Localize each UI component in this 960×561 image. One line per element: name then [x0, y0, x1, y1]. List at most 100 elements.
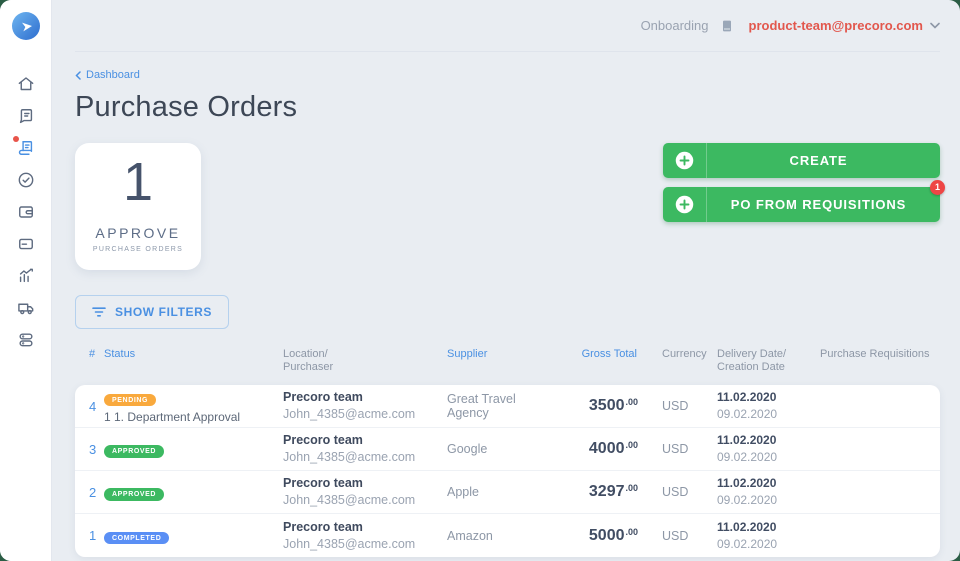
supplier-name: Apple	[447, 485, 479, 499]
page-content: Dashboard Purchase Orders 1 APPROVE PURC…	[52, 52, 960, 557]
currency: USD	[662, 528, 689, 543]
delivery-date: 11.02.2020	[717, 476, 777, 491]
action-buttons: CREATE PO FROM REQUISITIONS 1	[663, 142, 945, 222]
po-number[interactable]: 2	[89, 484, 97, 500]
col-header-purchase-requisitions: Purchase Requisitions	[820, 347, 930, 360]
dates-cell: 11.02.2020 09.02.2020	[715, 389, 818, 423]
requisitions-count-badge: 1	[930, 179, 945, 195]
gross-total: 5000.00	[588, 526, 638, 544]
onboarding-label: Onboarding	[640, 18, 709, 33]
purchaser-email: John_4385@acme.com	[283, 407, 416, 421]
sidebar-item-requisitions[interactable]	[15, 106, 37, 126]
approve-stat-card[interactable]: 1 APPROVE PURCHASE ORDERS	[75, 142, 201, 270]
credit-card-icon	[18, 238, 33, 250]
approval-step: 1 1. Department Approval	[104, 409, 241, 424]
status-cell: PENDING 1 1. Department Approval	[104, 389, 283, 424]
plus-circle-icon	[663, 142, 707, 178]
sidebar-item-home[interactable]	[15, 74, 37, 94]
stat-action-label: APPROVE	[95, 224, 181, 241]
purchase-orders-table: 4 PENDING 1 1. Department Approval Preco…	[75, 385, 940, 557]
creation-date: 09.02.2020	[717, 450, 778, 464]
status-badge: APPROVED	[104, 445, 165, 458]
status-cell: APPROVED	[104, 483, 283, 501]
po-number[interactable]: 3	[89, 441, 97, 457]
sidebar-item-suppliers[interactable]	[15, 298, 37, 318]
po-number[interactable]: 4	[89, 398, 97, 414]
gross-total: 3297.00	[588, 483, 638, 500]
purchaser-email: John_4385@acme.com	[283, 450, 416, 464]
chevron-down-icon	[930, 22, 940, 29]
location-cell: Precoro team John_4385@acme.com	[283, 432, 447, 466]
inventory-stack-icon	[18, 333, 33, 347]
stat-value: 1	[122, 151, 154, 212]
creation-date: 09.02.2020	[717, 407, 778, 421]
check-circle-icon	[18, 172, 33, 188]
gross-total: 4000.00	[588, 440, 638, 457]
onboarding-link[interactable]: Onboarding	[641, 18, 735, 34]
po-number[interactable]: 1	[89, 528, 97, 543]
status-badge: COMPLETED	[104, 531, 170, 545]
creation-date: 09.02.2020	[717, 493, 778, 507]
po-from-requisitions-button[interactable]: PO FROM REQUISITIONS 1	[663, 179, 945, 222]
status-badge: PENDING	[104, 393, 157, 407]
truck-icon	[17, 303, 33, 315]
wallet-icon	[18, 206, 33, 218]
page-title: Purchase Orders	[75, 90, 298, 123]
table-header: # Status Location/ Purchaser Supplier Gr…	[75, 342, 940, 386]
sidebar-nav	[12, 74, 37, 350]
plus-circle-icon	[663, 186, 707, 222]
sidebar	[0, 0, 52, 561]
sidebar-item-purchase-orders[interactable]	[12, 136, 37, 158]
location-name: Precoro team	[283, 390, 363, 405]
col-header-status[interactable]: Status	[104, 347, 136, 360]
sidebar-item-catalog[interactable]	[15, 330, 37, 350]
table-row[interactable]: 1 COMPLETED Precoro team John_4385@acme.…	[75, 514, 940, 557]
dates-cell: 11.02.2020 09.02.2020	[715, 475, 818, 509]
show-filters-button[interactable]: SHOW FILTERS	[75, 294, 229, 329]
sidebar-item-reports[interactable]	[15, 266, 37, 286]
po-from-requisitions-label: PO FROM REQUISITIONS	[730, 196, 907, 212]
paper-plane-icon	[21, 22, 32, 32]
supplier-name: Great Travel Agency	[447, 392, 516, 420]
main-area: Onboarding product-team@precoro.com Dash…	[52, 0, 960, 561]
user-email: product-team@precoro.com	[748, 18, 923, 33]
stats-row: 1 APPROVE PURCHASE ORDERS CREATE	[75, 142, 945, 270]
topbar: Onboarding product-team@precoro.com	[75, 0, 940, 52]
sidebar-item-payments[interactable]	[15, 202, 37, 222]
create-button[interactable]: CREATE	[663, 142, 940, 178]
status-badge: APPROVED	[104, 488, 165, 501]
status-cell: APPROVED	[104, 440, 283, 458]
col-header-supplier[interactable]: Supplier	[447, 347, 488, 360]
location-cell: Precoro team John_4385@acme.com	[283, 389, 447, 423]
location-cell: Precoro team John_4385@acme.com	[283, 519, 447, 553]
breadcrumb[interactable]: Dashboard	[75, 69, 140, 81]
sidebar-item-invoices[interactable]	[15, 234, 37, 254]
create-button-label: CREATE	[789, 152, 848, 168]
purchaser-email: John_4385@acme.com	[283, 493, 416, 507]
analytics-chart-icon	[19, 268, 33, 283]
table-row[interactable]: 3 APPROVED Precoro team John_4385@acme.c…	[75, 428, 940, 471]
sidebar-item-approvals[interactable]	[15, 170, 37, 190]
currency: USD	[662, 399, 689, 413]
purchaser-email: John_4385@acme.com	[283, 536, 416, 551]
table-row[interactable]: 2 APPROVED Precoro team John_4385@acme.c…	[75, 471, 940, 514]
col-header-num[interactable]: #	[89, 347, 96, 360]
currency: USD	[662, 442, 689, 456]
stat-subject-label: PURCHASE ORDERS	[92, 245, 184, 253]
chevron-left-icon	[75, 70, 81, 80]
user-account-menu[interactable]: product-team@precoro.com	[749, 18, 940, 33]
notification-dot	[12, 136, 19, 142]
precoro-logo[interactable]	[11, 12, 40, 40]
col-header-currency: Currency	[662, 347, 707, 360]
col-header-gross-total[interactable]: Gross Total	[581, 347, 637, 360]
purchase-order-icon	[18, 141, 32, 155]
table-row[interactable]: 4 PENDING 1 1. Department Approval Preco…	[75, 385, 940, 428]
supplier-name: Google	[447, 442, 488, 456]
gross-total: 3500.00	[588, 397, 638, 414]
currency: USD	[662, 485, 689, 499]
status-cell: COMPLETED	[104, 527, 283, 545]
delivery-date: 11.02.2020	[717, 433, 777, 448]
col-header-delivery-date: Delivery Date/ Creation Date	[717, 347, 787, 374]
dates-cell: 11.02.2020 09.02.2020	[715, 432, 818, 466]
